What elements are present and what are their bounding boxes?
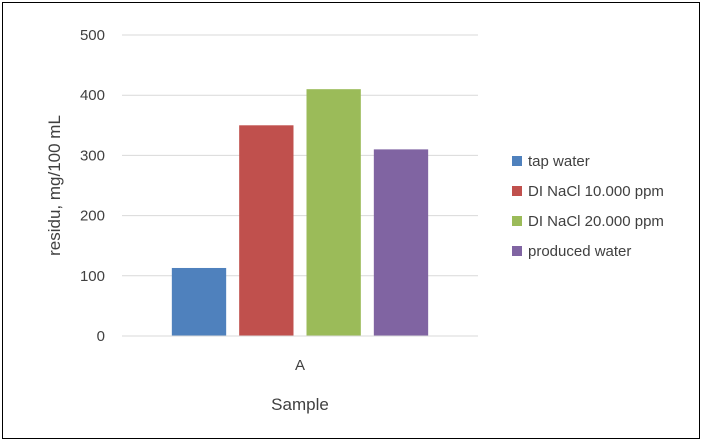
- legend-swatch: [512, 156, 522, 166]
- y-tick-label: 500: [80, 27, 105, 44]
- bar: [373, 149, 429, 336]
- bar: [306, 89, 361, 337]
- bar: [239, 125, 294, 336]
- legend-label: produced water: [528, 243, 631, 260]
- y-axis-title: residu, mg/100 mL: [45, 115, 64, 256]
- y-tick-label: 300: [80, 147, 105, 164]
- legend-label: DI NaCl 10.000 ppm: [528, 183, 664, 200]
- y-tick-label: 400: [80, 87, 105, 104]
- legend-swatch: [512, 216, 522, 226]
- legend-label: tap water: [528, 153, 590, 170]
- legend: tap water DI NaCl 10.000 ppm DI NaCl 20.00…: [512, 153, 664, 260]
- bar: [171, 267, 227, 336]
- y-tick-label: 100: [80, 268, 105, 285]
- legend-label: DI NaCl 20.000 ppm: [528, 213, 664, 230]
- legend-swatch: [512, 186, 522, 196]
- x-tick-labels: A: [295, 357, 305, 374]
- y-tick-labels: 0 100 200 300 400 500: [80, 27, 105, 345]
- bars: [171, 89, 429, 337]
- y-tick-label: 0: [97, 328, 105, 345]
- y-tick-label: 200: [80, 208, 105, 225]
- x-axis-title: Sample: [271, 395, 329, 414]
- x-tick-label: A: [295, 357, 305, 374]
- legend-swatch: [512, 246, 522, 256]
